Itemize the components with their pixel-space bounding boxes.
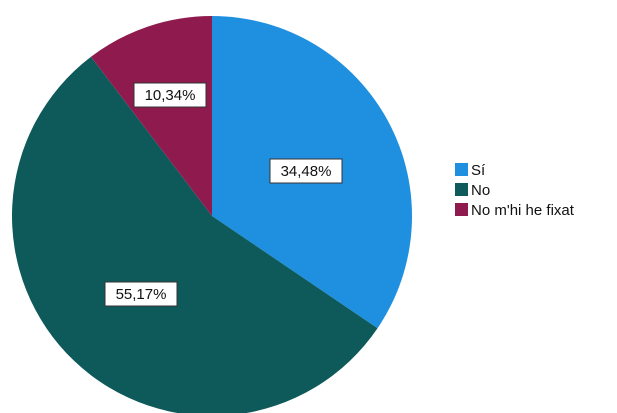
pie-slice-label-2: 10,34% (133, 82, 207, 108)
pie-slice-labels: 34,48% 55,17% 10,34% (104, 82, 343, 307)
legend-label: No m'hi he fixat (471, 202, 575, 219)
legend-label: No (471, 182, 490, 199)
legend-swatch (455, 203, 468, 216)
legend-label: Sí (471, 162, 486, 179)
legend-swatch (455, 163, 468, 176)
pie-slices (12, 15, 412, 413)
pie-slice-label-box (269, 158, 343, 184)
pie-slice-label-text: 34,48% (281, 163, 332, 180)
pie-slice-label-text: 55,17% (116, 286, 167, 303)
legend-item-2: No m'hi he fixat (455, 202, 575, 219)
pie-slice-label-box (104, 281, 178, 307)
legend-item-0: Sí (455, 162, 486, 179)
pie-slice-label-box (133, 82, 207, 108)
pie-slice-label-0: 34,48% (269, 158, 343, 184)
pie-slice-1 (12, 56, 378, 413)
legend-swatch (455, 183, 468, 196)
pie-slice-2 (91, 15, 212, 216)
chart-legend: Sí No No m'hi he fixat (455, 162, 575, 219)
pie-slice-label-1: 55,17% (104, 281, 178, 307)
pie-slice-label-text: 10,34% (145, 87, 196, 104)
legend-item-1: No (455, 182, 490, 199)
